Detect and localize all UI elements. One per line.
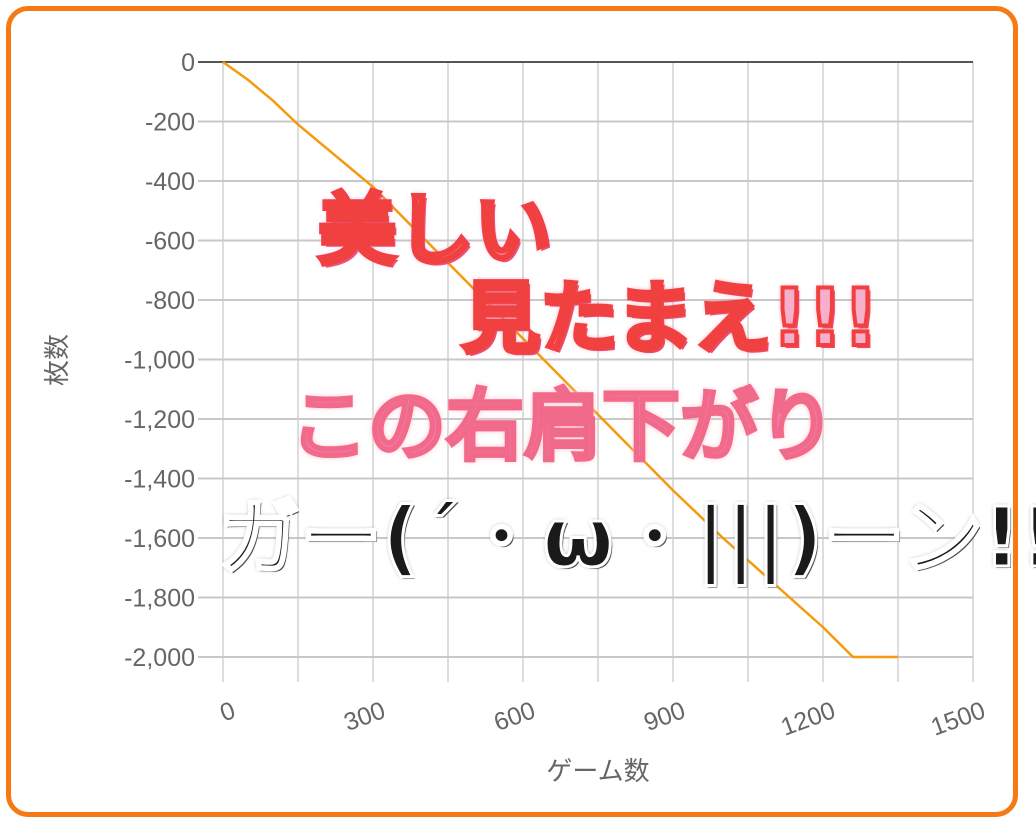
x-tick-label: 300: [340, 696, 389, 737]
y-axis-label: 枚数: [43, 334, 73, 386]
y-tick-label: -800: [145, 287, 195, 315]
y-tick-label: 0: [181, 49, 195, 77]
x-axis-label: ゲーム数: [546, 757, 649, 787]
y-tick-label: -1,400: [124, 466, 195, 494]
series-line: [222, 60, 898, 659]
x-tick-label: 900: [640, 696, 689, 737]
x-tick-label: 1500: [927, 696, 989, 741]
y-tick-label: -1,200: [124, 406, 195, 434]
x-tick-label: 0: [216, 696, 239, 727]
overlay-text-behold: 見たまえ!!!: [460, 274, 880, 364]
y-tick-label: -1,800: [124, 585, 195, 613]
x-tick-label: 600: [490, 696, 539, 737]
y-tick-label: -600: [145, 228, 195, 256]
y-tick-label: -1,600: [124, 525, 195, 553]
chart-frame: [6, 6, 1018, 817]
y-tick-label: -400: [145, 168, 195, 196]
y-tick-label: -2,000: [124, 644, 195, 672]
overlay-text-downtrend: この右肩下がり: [288, 382, 837, 472]
y-tick-label: -1,000: [124, 347, 195, 375]
y-tick-label: -200: [145, 109, 195, 137]
x-tick-label: 1200: [777, 696, 839, 741]
overlay-text-shock: ガー(´・ω・|||)ーン!!: [217, 491, 1036, 586]
overlay-text-beautiful: 美しい: [316, 186, 554, 276]
